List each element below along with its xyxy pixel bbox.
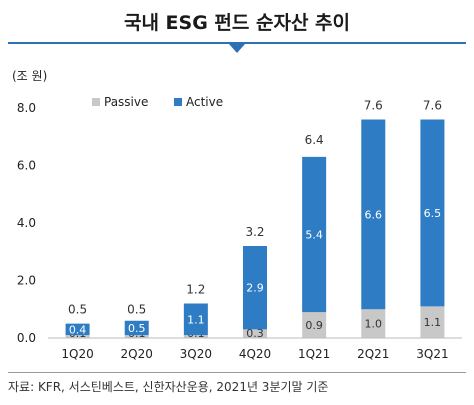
legend-label-passive: Passive bbox=[104, 95, 148, 109]
bar-passive-3q21 bbox=[420, 306, 445, 338]
y-tick-label: 4.0 bbox=[17, 216, 36, 230]
legend: Passive Active bbox=[92, 95, 223, 109]
x-tick-label: 2Q21 bbox=[357, 347, 389, 361]
bar-active-1q21 bbox=[302, 156, 327, 313]
y-tick-label: 0.0 bbox=[17, 331, 36, 345]
total-label: 0.5 bbox=[68, 303, 87, 317]
legend-label-active: Active bbox=[186, 95, 223, 109]
data-label-passive: 0.3 bbox=[246, 327, 264, 340]
title-notch-icon bbox=[229, 44, 245, 53]
bar-passive-1q20 bbox=[65, 335, 90, 338]
source-note: 자료: KFR, 서스틴베스트, 신한자산운용, 2021년 3분기말 기준 bbox=[8, 380, 329, 394]
total-label: 3.2 bbox=[245, 225, 264, 239]
y-tick-label: 6.0 bbox=[17, 159, 36, 173]
total-label: 7.6 bbox=[423, 99, 442, 113]
data-label-active: 0.5 bbox=[128, 322, 146, 335]
total-label: 0.5 bbox=[127, 303, 146, 317]
total-label: 7.6 bbox=[364, 99, 383, 113]
bars: 0.10.40.50.10.50.50.11.11.20.32.93.20.95… bbox=[65, 99, 445, 340]
data-label-active: 1.1 bbox=[187, 313, 205, 326]
total-label: 6.4 bbox=[305, 133, 324, 147]
bar-active-2q20 bbox=[124, 320, 149, 336]
bar-active-3q20 bbox=[183, 303, 208, 336]
data-label-passive: 0.9 bbox=[305, 319, 323, 332]
legend-swatch-passive bbox=[92, 98, 100, 106]
total-label: 1.2 bbox=[186, 283, 205, 297]
bar-active-3q21 bbox=[420, 119, 445, 307]
data-label-active: 5.4 bbox=[305, 229, 323, 242]
y-axis: 0.0 2.0 4.0 6.0 8.0 bbox=[17, 101, 36, 345]
x-axis: 1Q20 2Q20 3Q20 4Q20 1Q21 2Q21 3Q21 bbox=[48, 337, 462, 361]
chart-title: 국내 ESG 펀드 순자산 추이 bbox=[123, 12, 351, 34]
y-tick-label: 2.0 bbox=[17, 274, 36, 288]
x-tick-label: 1Q20 bbox=[61, 347, 93, 361]
data-label-active: 0.4 bbox=[69, 323, 87, 336]
bar-active-2q21 bbox=[361, 119, 386, 310]
bar-active-1q20 bbox=[65, 323, 90, 336]
data-label-active: 6.6 bbox=[365, 208, 383, 221]
source-divider bbox=[8, 372, 466, 373]
bar-passive-2q21 bbox=[361, 309, 386, 338]
x-tick-label: 3Q21 bbox=[416, 347, 448, 361]
bar-active-4q20 bbox=[243, 246, 267, 330]
title-underline bbox=[8, 42, 466, 44]
legend-swatch-active bbox=[174, 98, 182, 106]
x-tick-label: 3Q20 bbox=[180, 347, 212, 361]
bar-passive-1q21 bbox=[302, 312, 327, 338]
unit-label: (조 원) bbox=[12, 69, 47, 83]
x-tick-label: 2Q20 bbox=[121, 347, 153, 361]
bar-passive-2q20 bbox=[124, 335, 149, 338]
data-label-active: 6.5 bbox=[424, 207, 442, 220]
bar-passive-4q20 bbox=[243, 329, 267, 338]
bar-passive-3q20 bbox=[183, 335, 208, 338]
data-label-active: 2.9 bbox=[246, 282, 264, 295]
x-tick-label: 1Q21 bbox=[298, 347, 330, 361]
y-tick-label: 8.0 bbox=[17, 101, 36, 115]
x-tick-label: 4Q20 bbox=[239, 347, 271, 361]
data-label-passive: 1.0 bbox=[365, 318, 383, 331]
data-label-passive: 1.1 bbox=[424, 316, 442, 329]
